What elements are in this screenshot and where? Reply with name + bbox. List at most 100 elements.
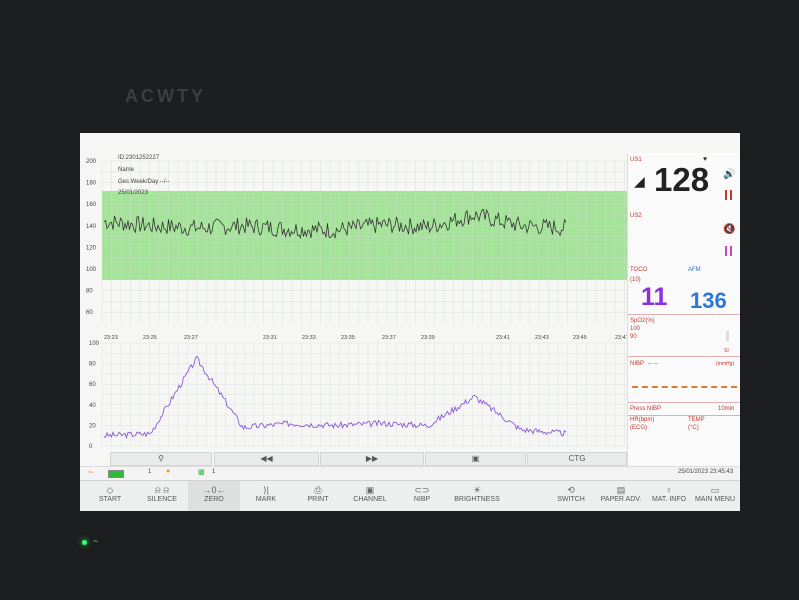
time-tick-label: 23:27: [184, 335, 198, 341]
paper-icon: ▤: [616, 485, 626, 495]
ctg-label: CTG: [568, 454, 586, 463]
mat-info-label: MAT. INFO: [651, 496, 687, 503]
ac-power-icon: ~: [93, 536, 99, 546]
toco-trace-line: [103, 355, 567, 440]
fhr-tick-label: 60: [86, 310, 93, 316]
search-icon: ⚲: [158, 454, 164, 463]
print-icon: ⎙: [314, 485, 322, 495]
toco-y-ticks: 100 80 60 40 20 0: [89, 341, 100, 450]
spo2-label: SpO2(%): [630, 318, 655, 324]
review-icon: ▣: [471, 454, 480, 463]
zero-button[interactable]: →0← ZERO: [188, 481, 240, 511]
power-led: [82, 540, 87, 545]
zero-label: ZERO: [204, 496, 224, 503]
toco-grid: [101, 342, 627, 447]
time-tick-label: 23:25: [143, 335, 157, 341]
mute-icon[interactable]: 🔇: [723, 224, 736, 235]
patient-name: Name: [118, 167, 135, 173]
brightness-icon: ☀: [472, 485, 482, 495]
battery-icon: [108, 470, 124, 478]
toco-scale: (10): [630, 277, 641, 283]
si-label: SI: [724, 348, 729, 354]
switch-label: SWITCH: [557, 496, 585, 503]
pause-icon-us2[interactable]: [725, 246, 732, 256]
divider: [628, 402, 740, 403]
bottom-toolbar: ◇ START ⍾ ⍾ SILENCE →0← ZERO ⟩| MARK ⎙ PRINT …: [80, 480, 740, 511]
battery-count: 1: [148, 469, 152, 475]
fhr-tick-label: 80: [86, 289, 93, 295]
press-nibp-label: Press NIBP: [630, 406, 662, 412]
main-menu-button[interactable]: ▭ MAIN MENU: [692, 481, 738, 511]
hr-sub-label: (ECG): [630, 425, 647, 431]
nibp-button[interactable]: ⊂⊃ NIBP: [396, 481, 448, 511]
time-tick-label: 23:45: [573, 335, 587, 341]
paper-advance-label: PAPER ADV.: [600, 496, 642, 503]
fhr-y-ticks: 200 180 160 140 120 100 80 60: [86, 159, 97, 316]
start-button[interactable]: ◇ START: [84, 481, 136, 511]
nibp-unit: (mmHg): [716, 361, 735, 367]
monitor-brand-logo: ACWTY: [125, 86, 206, 106]
start-icon: ◇: [106, 485, 114, 495]
silence-button[interactable]: ⍾ ⍾ SILENCE: [136, 481, 188, 511]
vitals-panel: US1 ♥ ◢ 128 🔊 US2 🔇 TOCO (10) AFM 11 136…: [627, 153, 740, 473]
time-axis-ticks: 23:23 23:25 23:27 23:31 23:33 23:35 23:37 23:39…: [104, 335, 627, 341]
us2-label: US2: [630, 213, 642, 219]
time-tick-label: 23:39: [421, 335, 435, 341]
patient-id: ID:2301252227: [118, 155, 160, 161]
toco-tick-label: 20: [89, 423, 96, 429]
mark-button[interactable]: ⟩| MARK: [240, 481, 292, 511]
mark-label: MARK: [255, 496, 277, 503]
temp-unit: (°C): [688, 425, 699, 431]
afm-label: AFM: [688, 267, 701, 273]
toco-label: TOCO: [630, 267, 648, 273]
review-button[interactable]: ▣: [425, 452, 526, 466]
signal-triangle-icon: ◢: [634, 173, 645, 189]
mark-icon: ⟩|: [263, 485, 269, 495]
printer-status-icon: ▩: [198, 469, 205, 476]
time-tick-label: 23:41: [496, 335, 510, 341]
switch-icon: ⟲: [567, 485, 575, 495]
toco-value: 11: [641, 283, 668, 311]
fast-forward-icon: ▶▶: [365, 454, 379, 463]
press-interval: 10min: [718, 406, 735, 412]
toco-tick-label: 100: [89, 341, 100, 347]
time-tick-label: 23:33: [302, 335, 316, 341]
print-button[interactable]: ⎙ PRINT: [292, 481, 344, 511]
channel-label: CHANNEL: [353, 496, 387, 503]
paper-advance-button[interactable]: ▤ PAPER ADV.: [596, 481, 646, 511]
toco-tick-label: 80: [89, 362, 96, 368]
prev-page-button[interactable]: ◀◀: [214, 452, 319, 466]
volume-icon[interactable]: 🔊: [723, 169, 736, 180]
time-tick-label: 23:23: [104, 335, 118, 341]
fhr-tick-label: 120: [86, 245, 97, 251]
search-button[interactable]: ⚲: [110, 452, 212, 466]
time-tick-label: 23:35: [341, 335, 355, 341]
heart-icon: ♥: [703, 156, 708, 163]
switch-button[interactable]: ⟲ SWITCH: [546, 481, 596, 511]
divider: [628, 415, 740, 416]
gestation: Ges Week/Day --/--: [118, 179, 170, 185]
fhr-tick-label: 160: [86, 202, 97, 208]
brightness-label: BRIGHTNESS: [454, 496, 500, 503]
silence-label: SILENCE: [147, 496, 177, 503]
ctg-button[interactable]: CTG: [527, 452, 627, 466]
next-page-button[interactable]: ▶▶: [320, 452, 424, 466]
nibp-value: -- --: [648, 361, 658, 367]
toco-tick-label: 60: [89, 382, 96, 388]
afm-value: 136: [690, 288, 727, 313]
us1-label: US1: [630, 157, 642, 163]
toco-tick-label: 0: [89, 444, 93, 450]
status-bar: ~ 1 ● ▩ 1 25/01/2023 23:45:43: [80, 466, 740, 481]
divider: [628, 356, 740, 357]
fhr-tick-label: 140: [86, 224, 97, 230]
fhr-grid: [101, 160, 627, 323]
channel-button[interactable]: ▣ CHANNEL: [344, 481, 396, 511]
start-label: START: [98, 496, 122, 503]
nibp-button-label: NIBP: [413, 496, 431, 503]
mat-info-button[interactable]: ♀ MAT. INFO: [646, 481, 692, 511]
signal-wave-icon: ~: [88, 467, 94, 477]
brightness-button[interactable]: ☀ BRIGHTNESS: [448, 481, 506, 511]
timestamp: 25/01/2023 23:45:43: [678, 469, 734, 475]
pause-icon[interactable]: [725, 190, 732, 200]
nibp-label: NIBP: [630, 361, 645, 367]
